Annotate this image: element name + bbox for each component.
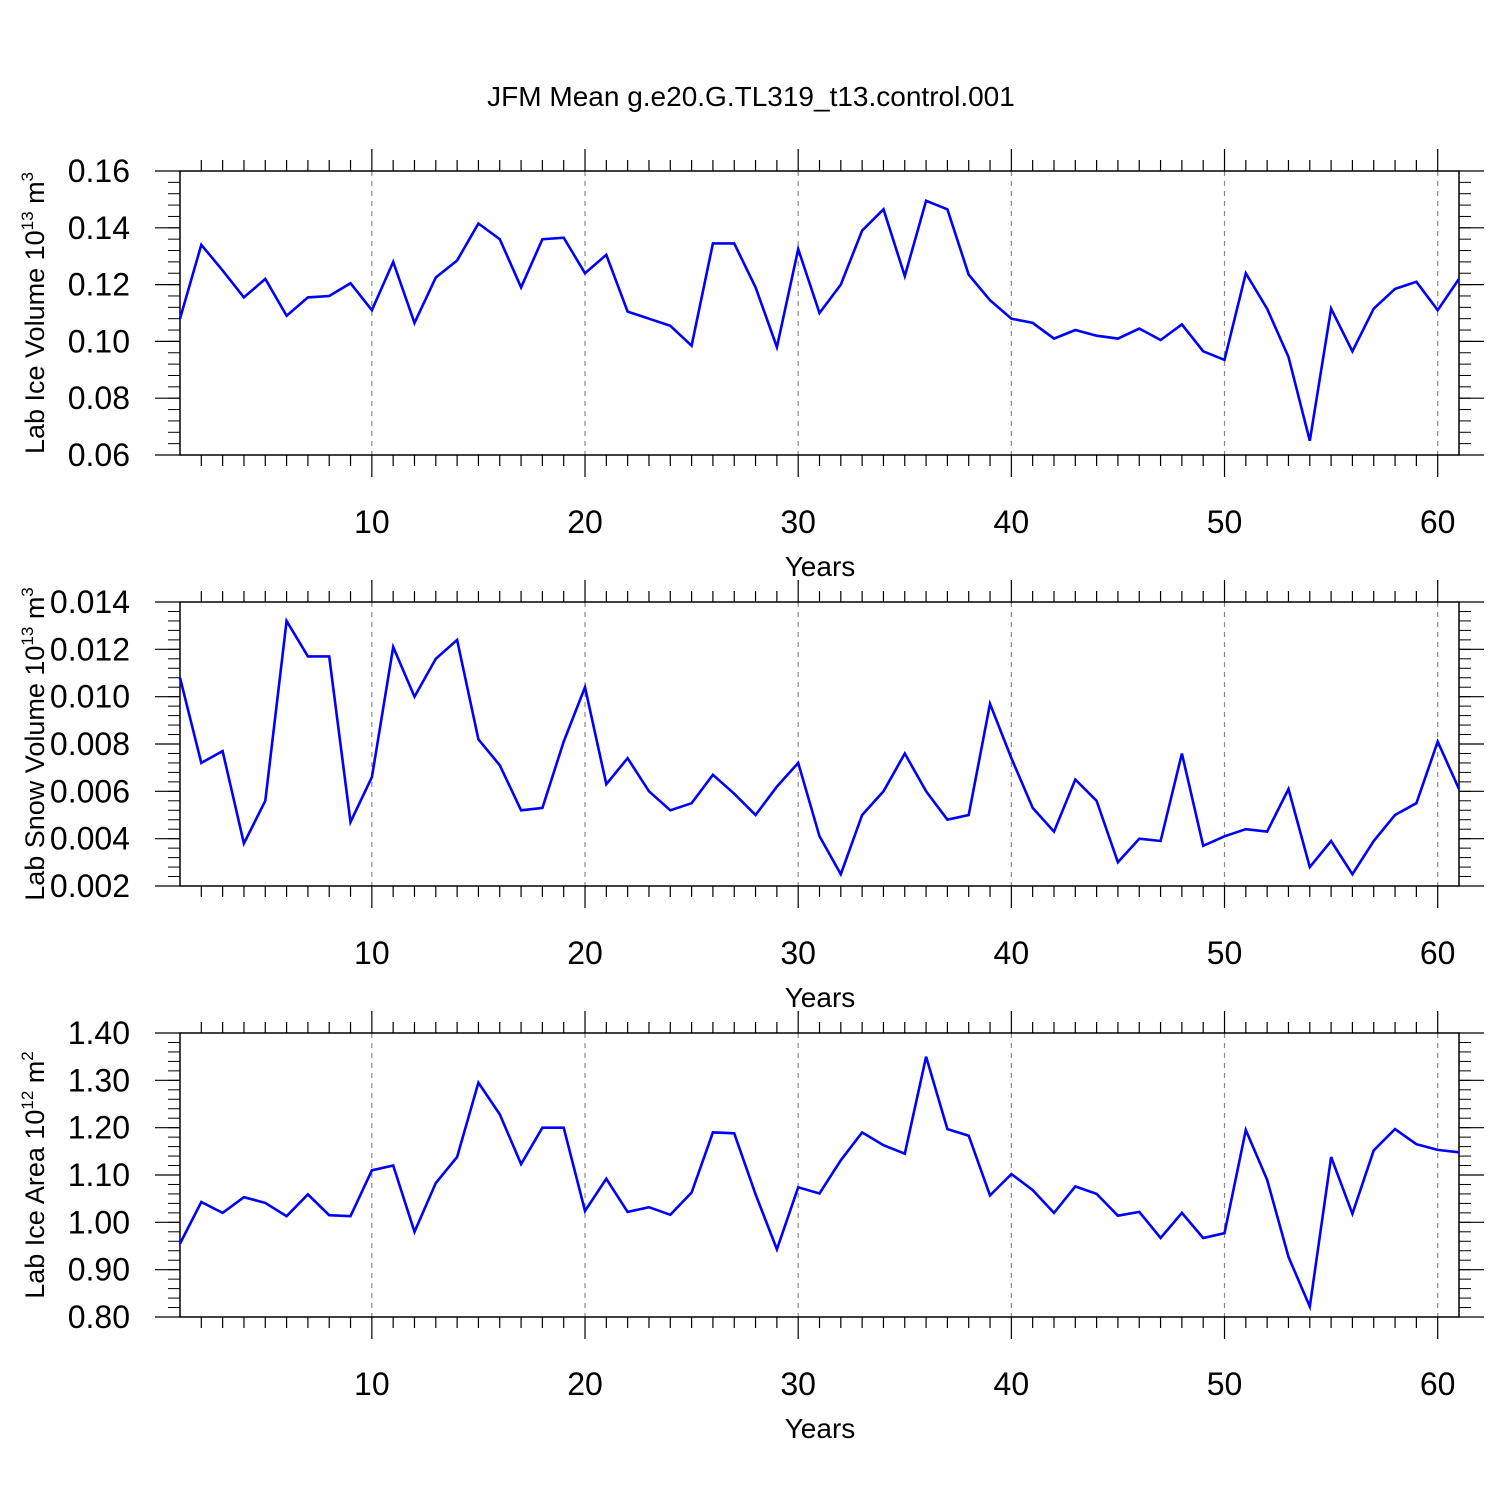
series-line <box>178 1056 1460 1312</box>
x-tick-label: 10 <box>354 504 390 540</box>
x-axis-label: Years <box>785 1413 856 1444</box>
x-tick-label: 50 <box>1207 935 1243 971</box>
x-tick-label: 40 <box>994 1366 1030 1402</box>
x-tick-label: 40 <box>994 935 1030 971</box>
y-tick-label: 1.10 <box>68 1157 130 1193</box>
y-tick-label: 0.008 <box>50 726 130 762</box>
y-tick-label: 0.006 <box>50 773 130 809</box>
x-tick-label: 20 <box>567 935 603 971</box>
x-tick-label: 20 <box>567 1366 603 1402</box>
y-tick-label: 0.80 <box>68 1299 130 1335</box>
x-tick-label: 20 <box>567 504 603 540</box>
x-tick-label: 30 <box>780 504 816 540</box>
y-tick-label: 1.40 <box>68 1015 130 1051</box>
y-tick-label: 0.14 <box>68 210 130 246</box>
y-tick-label: 0.08 <box>68 380 130 416</box>
x-tick-label: 50 <box>1207 1366 1243 1402</box>
y-tick-label: 0.004 <box>50 821 130 857</box>
y-tick-label: 1.00 <box>68 1204 130 1240</box>
x-tick-label: 60 <box>1420 935 1456 971</box>
series-line <box>178 616 1461 878</box>
y-axis-label: Lab Snow Volume 1013 m3 <box>18 587 50 901</box>
panel-3: 10 20 30 40 50 60 Years 0.80 0.90 1.00 1.10 1.20 1.3… <box>18 1011 1484 1444</box>
x-tick-label: 50 <box>1207 504 1243 540</box>
panel-2: 10 20 30 40 50 60 Years 0.002 0.004 0.006 0.008 0.0… <box>18 580 1484 1013</box>
x-axis-label: Years <box>785 551 856 582</box>
y-tick-label: 0.010 <box>50 679 130 715</box>
series-line <box>178 199 1461 442</box>
y-tick-label: 1.20 <box>68 1110 130 1146</box>
x-tick-label: 10 <box>354 1366 390 1402</box>
plot-frame <box>179 170 1460 456</box>
y-tick-label: 1.30 <box>68 1062 130 1098</box>
panel-1: 10 20 30 40 50 60 Years 0.06 0.08 0.10 0.12 0.14 0.1… <box>18 149 1484 582</box>
y-axis-label: Lab Ice Volume 1013 m3 <box>18 172 50 454</box>
y-tick-label: 0.06 <box>68 437 130 473</box>
y-tick-label: 0.16 <box>68 153 130 189</box>
chart-title: JFM Mean g.e20.G.TL319_t13.control.001 <box>487 81 1015 112</box>
y-tick-label: 0.012 <box>50 631 130 667</box>
x-tick-label: 30 <box>780 935 816 971</box>
y-axis-label: Lab Ice Area 1012 m2 <box>18 1051 50 1299</box>
x-tick-label: 60 <box>1420 1366 1456 1402</box>
x-tick-label: 10 <box>354 935 390 971</box>
y-tick-label: 0.002 <box>50 868 130 904</box>
y-tick-label: 0.90 <box>68 1252 130 1288</box>
y-tick-label: 0.014 <box>50 584 130 620</box>
x-tick-label: 30 <box>780 1366 816 1402</box>
x-tick-label: 40 <box>994 504 1030 540</box>
y-tick-label: 0.10 <box>68 323 130 359</box>
y-tick-label: 0.12 <box>68 267 130 303</box>
x-tick-label: 60 <box>1420 504 1456 540</box>
plot-frame <box>179 601 1460 887</box>
x-axis-label: Years <box>785 982 856 1013</box>
plot-frame <box>179 1032 1460 1318</box>
